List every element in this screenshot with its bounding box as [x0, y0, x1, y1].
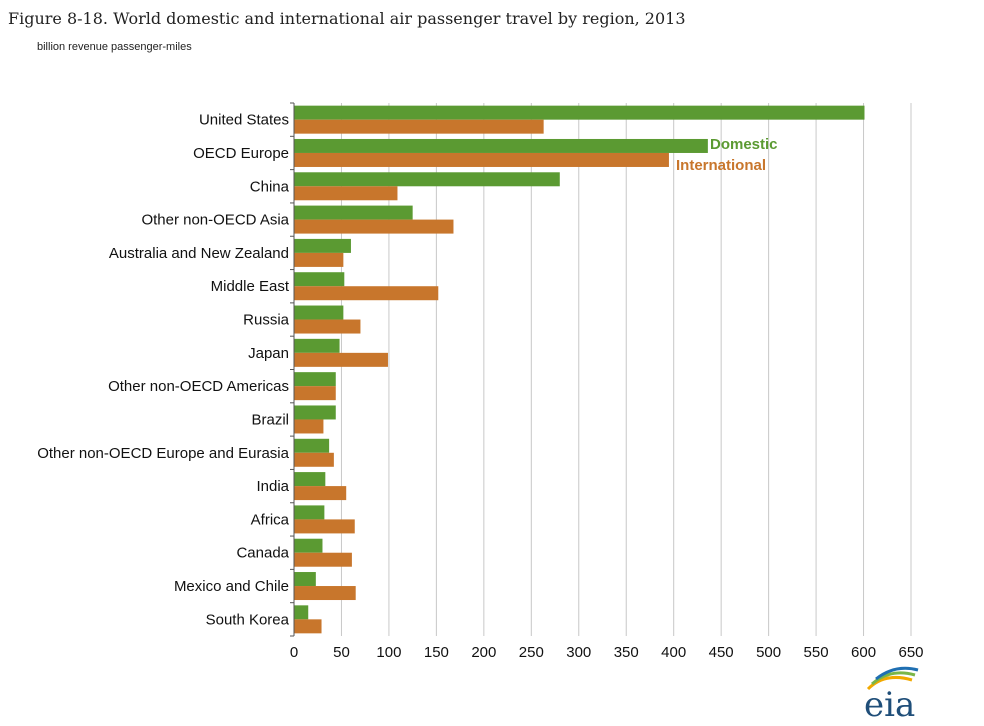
bar-domestic	[294, 538, 323, 553]
bar-international	[294, 119, 544, 134]
bar-domestic	[294, 605, 309, 620]
bar-international	[294, 219, 454, 234]
x-tick-label: 400	[661, 644, 686, 661]
eia-logo: eia	[864, 666, 919, 725]
category-label: China	[250, 178, 290, 195]
legend-international: International	[676, 157, 766, 174]
bar-international	[294, 552, 352, 567]
tick-labels: 0 50 100 150 200 250 300 350 400 450 500 550 600 650	[290, 644, 924, 661]
category-label: Africa	[251, 511, 290, 528]
bar-international	[294, 252, 344, 267]
bar-international	[294, 586, 356, 601]
logo-swoosh-icon	[875, 666, 919, 681]
bar-domestic	[294, 205, 413, 220]
bar-international	[294, 286, 439, 301]
x-tick-label: 350	[614, 644, 639, 661]
bar-domestic	[294, 338, 340, 353]
chart-title: Figure 8-18. World domestic and internat…	[8, 9, 686, 28]
logo-swoosh-icon	[871, 671, 916, 686]
bar-international	[294, 152, 669, 167]
logo-text: eia	[864, 685, 915, 725]
bar-domestic	[294, 105, 865, 120]
bar-domestic	[294, 438, 330, 453]
bar-international	[294, 619, 322, 634]
category-label: United States	[199, 112, 289, 129]
x-tick-label: 200	[471, 644, 496, 661]
x-tick-label: 0	[290, 644, 298, 661]
x-tick-label: 50	[333, 644, 350, 661]
bar-international	[294, 319, 361, 334]
x-tick-label: 450	[709, 644, 734, 661]
chart-subtitle: billion revenue passenger-miles	[37, 41, 192, 53]
legend: Domestic International	[676, 136, 778, 174]
bar-domestic	[294, 572, 316, 587]
category-labels: United States OECD Europe China Other non-O…	[37, 112, 290, 629]
bar-international	[294, 486, 347, 501]
category-label: OECD Europe	[193, 145, 289, 162]
x-tick-label: 300	[566, 644, 591, 661]
x-tick-label: 550	[804, 644, 829, 661]
bar-international	[294, 352, 388, 367]
category-label: Other non-OECD Americas	[108, 378, 289, 395]
bar-domestic	[294, 138, 708, 153]
category-label: Australia and New Zealand	[109, 245, 289, 262]
x-tick-label: 250	[519, 644, 544, 661]
bar-domestic	[294, 305, 344, 320]
bar-international	[294, 419, 324, 434]
x-tick-label: 600	[851, 644, 876, 661]
x-tick-label: 650	[898, 644, 923, 661]
category-label: India	[256, 478, 289, 495]
category-label: South Korea	[206, 611, 290, 628]
category-label: Middle East	[211, 278, 290, 295]
category-label: Other non-OECD Europe and Eurasia	[37, 445, 289, 462]
bar-international	[294, 386, 336, 401]
bar-domestic	[294, 238, 351, 253]
category-label: Brazil	[251, 411, 289, 428]
bar-domestic	[294, 505, 325, 520]
bar-domestic	[294, 172, 560, 187]
axis	[290, 102, 295, 637]
category-label: Japan	[248, 345, 289, 362]
bar-domestic	[294, 405, 336, 420]
category-label: Russia	[243, 312, 290, 329]
bar-domestic	[294, 372, 336, 387]
legend-domestic: Domestic	[710, 136, 778, 153]
x-tick-label: 500	[756, 644, 781, 661]
bar-international	[294, 186, 398, 201]
category-label: Canada	[236, 545, 289, 562]
bar-domestic	[294, 272, 345, 287]
category-label: Other non-OECD Asia	[141, 212, 289, 229]
bars	[294, 105, 865, 634]
bar-international	[294, 519, 355, 534]
bar-domestic	[294, 472, 326, 487]
x-tick-label: 150	[424, 644, 449, 661]
category-label: Mexico and Chile	[174, 578, 289, 595]
logo-swoosh-icon	[866, 676, 913, 691]
x-tick-label: 100	[376, 644, 401, 661]
bar-international	[294, 452, 334, 467]
